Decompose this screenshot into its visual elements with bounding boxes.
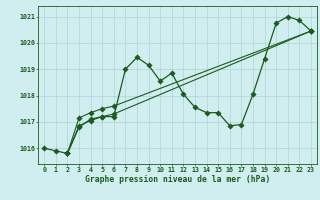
X-axis label: Graphe pression niveau de la mer (hPa): Graphe pression niveau de la mer (hPa) bbox=[85, 175, 270, 184]
